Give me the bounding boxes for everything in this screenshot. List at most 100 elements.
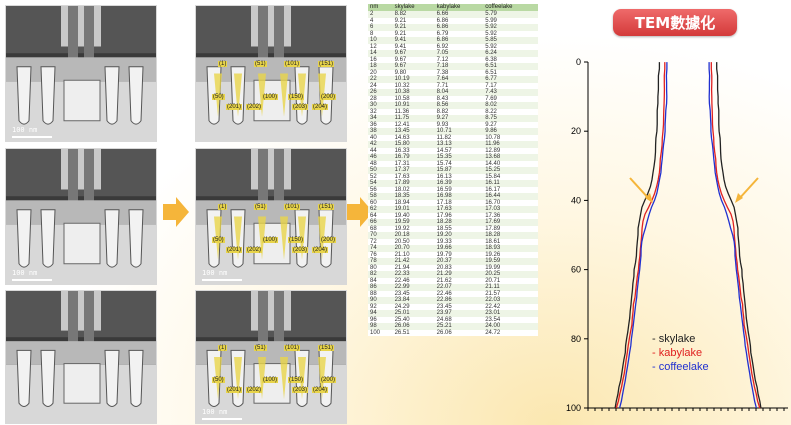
table-row: 68 19.92 18.55 17.89	[368, 225, 538, 232]
annotation-label: (204)	[312, 386, 329, 393]
table-cell: 26.06	[392, 323, 435, 330]
table-cell: 20.18	[392, 232, 435, 239]
annotation-label: (201)	[226, 386, 243, 393]
table-row: 98 26.06 25.21 24.00	[368, 323, 538, 330]
table-cell: 8.43	[434, 95, 484, 102]
table-cell: 26.06	[434, 329, 484, 336]
table-cell: 88	[368, 290, 393, 297]
table-cell: 13.13	[434, 141, 484, 148]
table-cell: 18.28	[483, 232, 538, 239]
table-cell: 82	[368, 271, 393, 278]
table-cell: 23.45	[434, 303, 484, 310]
tem-image: 100 nm	[5, 5, 157, 142]
table-cell: 16.79	[392, 154, 435, 161]
table-cell: 22.46	[434, 290, 484, 297]
table-row: 16 9.67 7.12 6.38	[368, 56, 538, 63]
table-cell: 10.91	[392, 102, 435, 109]
annotation-label: (203)	[292, 386, 309, 393]
table-cell: 24.29	[392, 303, 435, 310]
table-cell: 17.36	[483, 212, 538, 219]
annotation-label: (204)	[312, 104, 329, 110]
annotation-label: (1)	[218, 204, 228, 210]
scale-bar	[12, 279, 52, 281]
table-row: 58 18.35 16.98 16.44	[368, 193, 538, 200]
table-row: 44 16.33 14.57 12.89	[368, 147, 538, 154]
annotation-label: (101)	[284, 204, 301, 210]
table-cell: 16.70	[483, 199, 538, 206]
tem-structure	[196, 6, 346, 141]
table-cell: 17.63	[434, 206, 484, 213]
x-axis	[587, 407, 788, 411]
annotation-label: (100)	[262, 94, 279, 100]
table-cell: 24.00	[483, 323, 538, 330]
table-cell: 19.40	[392, 212, 435, 219]
table-cell: 22.03	[483, 297, 538, 304]
annotation-label: (203)	[292, 104, 309, 110]
scale-label: 100 nm	[202, 408, 228, 416]
table-cell: 78	[368, 258, 393, 265]
table-cell: 60	[368, 199, 393, 206]
table-cell: 9.67	[392, 50, 435, 57]
table-header-row: nm skylake kabylake coffeelake	[368, 4, 538, 11]
table-cell: 5.99	[483, 17, 538, 24]
table-row: 26 10.38 8.04 7.43	[368, 89, 538, 96]
table-row: 36 12.41 9.93 9.27	[368, 121, 538, 128]
table-cell: 14.40	[483, 160, 538, 167]
table-cell: 15.25	[483, 167, 538, 174]
table-cell: 4	[368, 17, 393, 24]
table-cell: 23.54	[483, 316, 538, 323]
annotation-label: (202)	[246, 104, 263, 110]
table-cell: 22.42	[483, 303, 538, 310]
table-cell: 17.89	[483, 225, 538, 232]
table-cell: 96	[368, 316, 393, 323]
table-cell: 11.96	[483, 141, 538, 148]
table-cell: 7.05	[434, 50, 484, 57]
table-cell: 20.83	[434, 264, 484, 271]
table-cell: 10.58	[392, 95, 435, 102]
table-row: 38 13.45 10.71 9.86	[368, 128, 538, 135]
table-cell: 22.99	[392, 284, 435, 291]
table-cell: 19.33	[434, 238, 484, 245]
annotation-label: (51)	[254, 344, 267, 351]
table-cell: 17.69	[483, 219, 538, 226]
table-cell: 68	[368, 225, 393, 232]
table-cell: 28	[368, 95, 393, 102]
table-cell: 12	[368, 43, 393, 50]
coffeelake-profile-left	[618, 62, 668, 409]
table-row: 22 10.19 7.64 6.77	[368, 76, 538, 83]
table-cell: 14	[368, 50, 393, 57]
table-row: 42 15.80 13.13 11.96	[368, 141, 538, 148]
annotation-label: (150)	[288, 377, 305, 384]
table-cell: 7.12	[434, 56, 484, 63]
annotation-label: (200)	[320, 237, 337, 243]
table-cell: 44	[368, 147, 393, 154]
table-cell: 6.79	[434, 30, 484, 37]
table-cell: 16	[368, 56, 393, 63]
table-cell: 10	[368, 37, 393, 44]
table-cell: 16.11	[483, 180, 538, 187]
table-cell: 6.51	[483, 69, 538, 76]
skylake-profile-left	[614, 62, 661, 409]
annotation-label: (150)	[288, 237, 305, 243]
annotation-label: (1)	[218, 344, 228, 351]
table-cell: 14.57	[434, 147, 484, 154]
table-row: 66 19.59 18.28 17.69	[368, 219, 538, 226]
table-cell: 15.84	[483, 173, 538, 180]
table-cell: 6.86	[434, 37, 484, 44]
table-cell: 19.92	[392, 225, 435, 232]
table-row: 84 22.46 21.62 20.71	[368, 277, 538, 284]
y-tick-label: 40	[571, 195, 581, 205]
table-row: 92 24.29 23.45 22.42	[368, 303, 538, 310]
annotation-label: (200)	[320, 94, 337, 100]
table-cell: 16.33	[392, 147, 435, 154]
table-cell: 5.92	[483, 43, 538, 50]
table-row: 96 25.40 24.68 23.54	[368, 316, 538, 323]
table-cell: 10.32	[392, 82, 435, 89]
table-cell: 84	[368, 277, 393, 284]
table-row: 20 9.80 7.38 6.51	[368, 69, 538, 76]
table-cell: 18.55	[434, 225, 484, 232]
tem-image	[5, 290, 157, 424]
table-cell: 22	[368, 76, 393, 83]
table-row: 74 20.70 19.66 18.93	[368, 245, 538, 252]
